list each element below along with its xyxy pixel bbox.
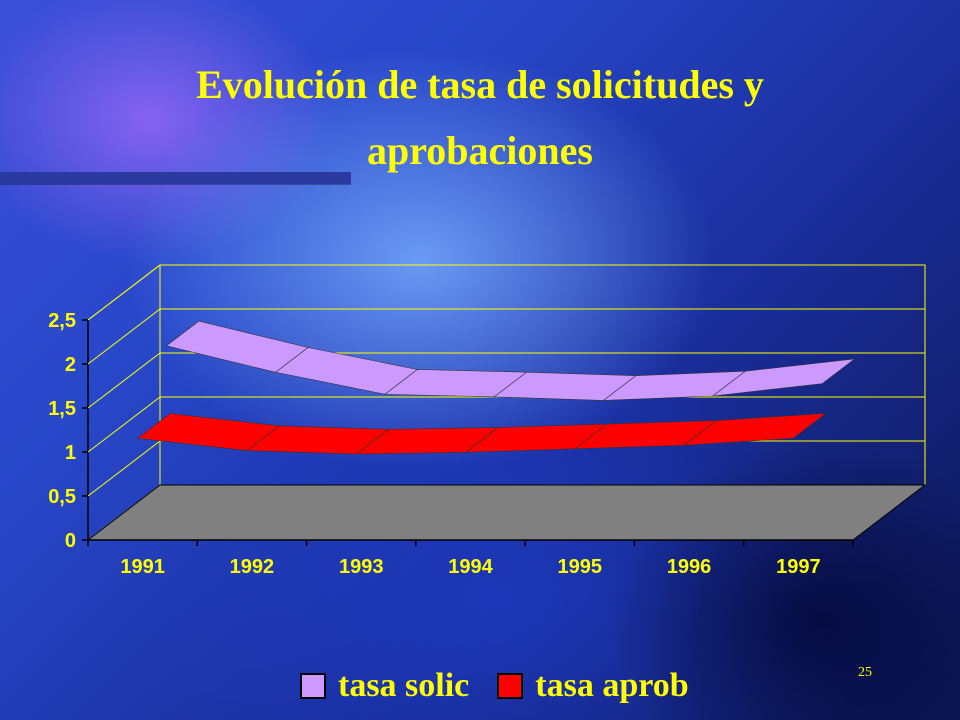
gridline-side xyxy=(87,440,161,497)
series-tasa-aprob xyxy=(136,413,827,455)
gridline-side xyxy=(87,308,161,365)
x-axis-ticks: 1991 1992 1993 1994 1995 1996 1997 xyxy=(87,540,854,578)
x-tick-label: 1991 xyxy=(120,556,165,578)
title-underline-bar xyxy=(0,172,351,184)
y-tick-label: 1 xyxy=(65,442,76,464)
legend-item-tasa-aprob: tasa aprob xyxy=(497,667,689,705)
title-line-1: Evolución de tasa de solicitudes y xyxy=(196,62,764,107)
chart-floor xyxy=(86,484,927,541)
chart-series xyxy=(136,320,856,455)
y-tick-label: 2 xyxy=(65,354,76,376)
ribbon-segment xyxy=(711,358,856,397)
ribbon-segment xyxy=(683,413,827,446)
series-tasa-solic xyxy=(165,320,856,401)
gridline-side xyxy=(87,396,161,453)
x-tick-label: 1992 xyxy=(230,556,275,578)
legend-swatch-tasa-solic xyxy=(300,673,326,699)
legend: tasa solic tasa aprob xyxy=(300,662,717,710)
gridline-side xyxy=(87,352,161,409)
x-tick-label: 1996 xyxy=(667,556,712,578)
floor-plane xyxy=(86,484,927,541)
y-tick-label: 2,5 xyxy=(48,310,76,332)
x-tick-label: 1994 xyxy=(448,556,493,578)
y-axis-ticks: 0 0,5 1 1,5 2 2,5 xyxy=(48,310,76,552)
legend-label-tasa-aprob: tasa aprob xyxy=(535,667,689,704)
title-line-2: aprobaciones xyxy=(367,128,593,173)
y-tick-label: 0,5 xyxy=(48,486,76,508)
x-tick-label: 1993 xyxy=(339,556,384,578)
y-tick-label: 0 xyxy=(65,530,76,552)
slide-title: Evolución de tasa de solicitudes y aprob… xyxy=(0,52,960,184)
x-tick-label: 1995 xyxy=(558,556,603,578)
legend-label-tasa-solic: tasa solic xyxy=(338,667,470,704)
y-tick-label: 1,5 xyxy=(48,398,76,420)
gridline-side xyxy=(87,264,161,321)
legend-item-tasa-solic: tasa solic xyxy=(300,667,469,705)
legend-swatch-tasa-aprob xyxy=(497,673,524,699)
page-number: 25 xyxy=(858,665,872,680)
x-tick-label: 1997 xyxy=(776,556,821,578)
